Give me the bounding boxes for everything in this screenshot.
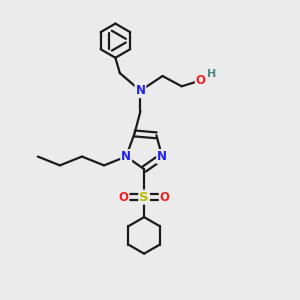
- Text: N: N: [157, 150, 167, 163]
- Text: O: O: [118, 190, 128, 204]
- Text: N: N: [135, 84, 146, 97]
- Text: O: O: [196, 74, 206, 87]
- Text: O: O: [160, 190, 170, 204]
- Text: N: N: [121, 150, 131, 163]
- Text: S: S: [139, 190, 149, 204]
- Text: H: H: [207, 69, 217, 79]
